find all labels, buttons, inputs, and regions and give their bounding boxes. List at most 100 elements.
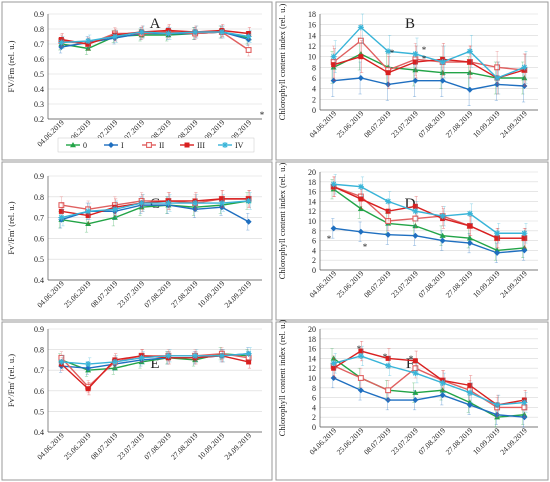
data-point xyxy=(521,247,528,254)
data-point xyxy=(358,348,364,354)
data-point xyxy=(466,86,473,93)
series-IV xyxy=(58,347,252,371)
data-point xyxy=(467,382,473,388)
panel-frame xyxy=(1,1,273,161)
y-axis-label: Fv'/Fm' (rel. u.) xyxy=(6,354,16,407)
data-point xyxy=(385,362,392,369)
data-point xyxy=(85,361,92,368)
data-point xyxy=(494,401,501,408)
data-point xyxy=(385,387,392,394)
series-line xyxy=(333,350,525,406)
data-point xyxy=(439,379,446,386)
data-point xyxy=(58,208,64,214)
data-point xyxy=(111,33,118,40)
data-point xyxy=(245,197,252,204)
y-tick-label: 0.6 xyxy=(34,387,44,396)
y-tick-label: 16 xyxy=(308,21,316,30)
y-tick-label: 0.6 xyxy=(34,55,44,64)
data-point xyxy=(219,196,225,202)
panel-title: E xyxy=(150,356,159,372)
data-point xyxy=(357,375,364,381)
data-point xyxy=(521,235,527,241)
data-point xyxy=(245,33,252,40)
y-tick-label: 4 xyxy=(312,403,316,412)
data-point xyxy=(385,355,391,361)
data-point xyxy=(439,59,446,65)
legend-marker xyxy=(108,142,114,148)
data-point xyxy=(330,225,337,232)
data-point xyxy=(357,205,364,211)
data-point xyxy=(111,214,118,220)
data-point xyxy=(85,213,91,219)
y-axis-label: Chlorophyll content index (rel. u.) xyxy=(277,320,287,437)
data-point xyxy=(192,29,199,35)
data-point xyxy=(412,389,419,395)
data-point xyxy=(245,350,252,357)
data-point xyxy=(58,39,65,46)
data-point xyxy=(466,240,473,247)
y-tick-label: 0.4 xyxy=(34,85,44,94)
y-axis-label: Chlorophyll content index (rel. u.) xyxy=(277,4,287,121)
series-line xyxy=(61,353,249,365)
data-point xyxy=(412,397,419,404)
data-point xyxy=(466,210,473,217)
series-line xyxy=(333,188,525,252)
data-point xyxy=(385,231,392,238)
significance-star: * xyxy=(383,352,388,362)
legend-marker xyxy=(222,142,228,148)
y-tick-label: 0.5 xyxy=(34,70,44,79)
y-tick-label: 10 xyxy=(308,53,316,62)
data-point xyxy=(192,200,199,207)
data-point xyxy=(466,235,473,241)
series-line xyxy=(333,377,525,418)
series-line xyxy=(333,186,525,239)
series-line xyxy=(333,355,525,406)
data-point xyxy=(412,203,418,209)
series-line xyxy=(60,353,249,388)
y-tick-label: 0.7 xyxy=(34,40,44,49)
data-point xyxy=(439,77,446,84)
y-tick-label: 2 xyxy=(312,95,316,104)
panel-title: B xyxy=(405,16,415,32)
data-point xyxy=(357,75,364,81)
panel-f: 0246810121416182004.06.201925.06.201908.… xyxy=(275,320,549,481)
y-tick-label: 8 xyxy=(312,227,316,236)
data-point xyxy=(245,218,252,225)
series-IV xyxy=(330,174,528,244)
y-tick-label: 0.7 xyxy=(34,366,44,375)
y-tick-label: 0.4 xyxy=(34,428,44,437)
data-point xyxy=(467,59,473,65)
series-IV xyxy=(330,13,528,95)
data-point xyxy=(165,30,172,37)
legend-marker xyxy=(184,142,190,148)
y-tick-label: 0.5 xyxy=(34,255,44,264)
y-tick-label: 0 xyxy=(312,266,316,275)
data-point xyxy=(58,358,65,365)
y-tick-label: 0.8 xyxy=(34,25,44,34)
series-line xyxy=(333,227,525,254)
y-axis-label: Chlorophyll content index (rel. u.) xyxy=(277,163,287,280)
y-tick-label: 0.7 xyxy=(34,214,44,223)
data-point xyxy=(494,249,501,256)
panel-title: D xyxy=(405,196,416,212)
data-point xyxy=(218,352,225,359)
y-tick-label: 0.4 xyxy=(34,276,44,285)
y-tick-label: 12 xyxy=(308,364,316,373)
data-point xyxy=(385,198,392,205)
series-IV xyxy=(58,192,252,227)
series-line xyxy=(333,77,525,91)
data-point xyxy=(439,237,446,244)
series-IV xyxy=(58,25,252,49)
y-tick-label: 16 xyxy=(308,188,316,197)
panel-b: 02468101214161804.06.201925.06.201908.07… xyxy=(275,1,549,161)
panel-title: F xyxy=(406,356,414,372)
significance-star: * xyxy=(409,354,414,364)
panel-e: 0.40.50.60.70.80.904.06.201925.06.201908… xyxy=(1,321,273,481)
y-tick-label: 20 xyxy=(308,168,316,177)
data-point xyxy=(412,59,418,65)
y-tick-label: 0.5 xyxy=(34,407,44,416)
y-tick-label: 12 xyxy=(308,207,316,216)
data-point xyxy=(357,352,364,359)
data-point xyxy=(58,214,65,221)
data-point xyxy=(357,228,364,235)
